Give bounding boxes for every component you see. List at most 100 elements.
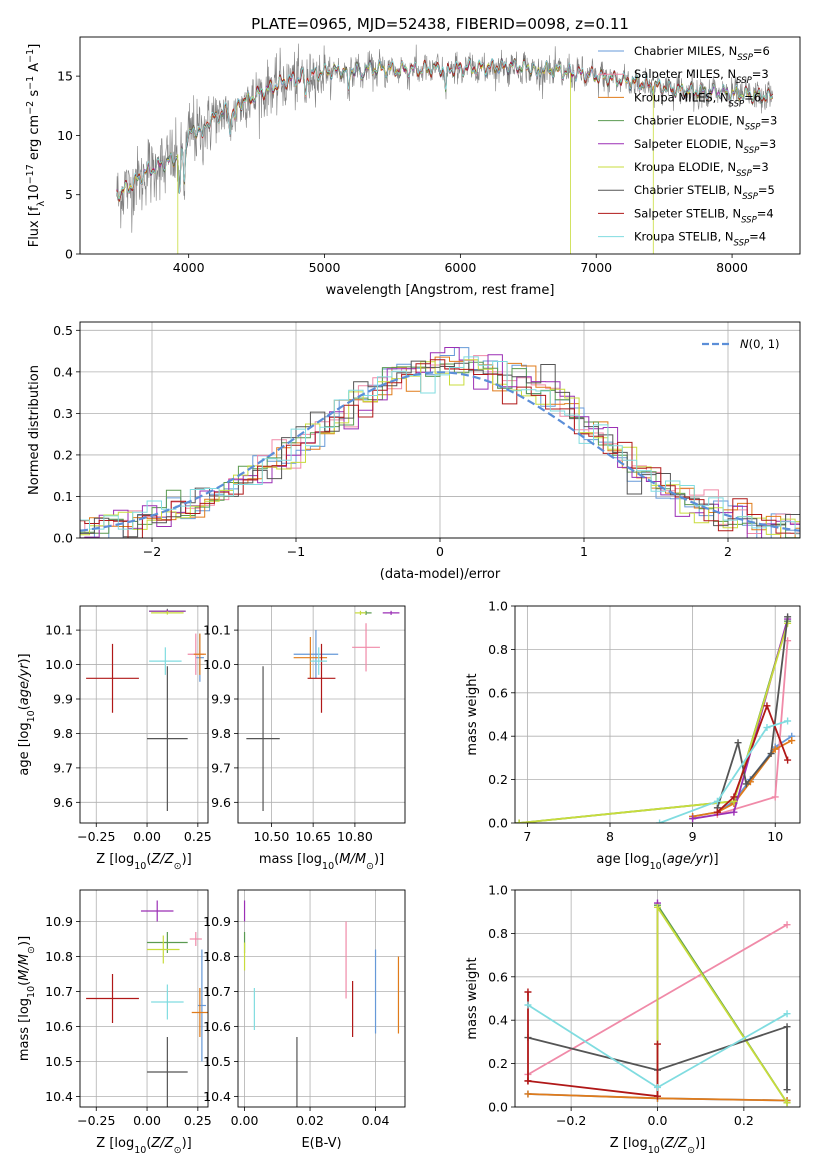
weight-line — [717, 640, 789, 816]
y-tick-label: 0.1 — [53, 489, 73, 504]
plot-area-weight-vs-Z — [524, 899, 791, 1107]
weight-marker — [783, 1099, 791, 1107]
y-tick-label: 0.0 — [488, 816, 508, 831]
x-tick-label: 0.25 — [184, 829, 212, 844]
x-tick-label: 5000 — [309, 260, 341, 275]
errorbar-point — [382, 610, 400, 615]
histogram-step — [80, 355, 800, 534]
y-tick-label: 0.6 — [488, 969, 508, 984]
y-tick-label: 9.8 — [211, 726, 231, 741]
y-tick-label: 9.9 — [211, 692, 231, 707]
y-tick-label: 10.7 — [45, 984, 73, 999]
weight-marker — [771, 745, 779, 753]
errorbar-point — [246, 666, 280, 811]
axes-weight-vs-age: 7 8 9 10 0.0 0.2 0.4 0.6 0.8 1.0 age [log10(age/yr… — [465, 599, 801, 872]
x-tick-label: 7000 — [580, 260, 612, 275]
x-tick-label: 10.50 — [254, 829, 290, 844]
weight-marker — [524, 1090, 532, 1098]
x-tick-label: 0.00 — [133, 1113, 161, 1128]
weight-marker — [742, 780, 750, 788]
y-tick-label: 10.4 — [203, 1089, 231, 1104]
figure-title: PLATE=0965, MJD=52438, FIBERID=0098, z=0… — [251, 15, 629, 33]
y-tick-label: 0.8 — [488, 926, 508, 941]
y-axis-label: mass weight — [465, 957, 480, 1039]
y-tick-label: 0.2 — [488, 772, 508, 787]
plot-area-weight-vs-age — [515, 613, 796, 823]
y-tick-label: 1.0 — [488, 599, 508, 614]
y-tick-label: 10.0 — [45, 657, 73, 672]
axes-frame — [79, 36, 801, 255]
weight-marker — [689, 815, 697, 823]
weight-marker — [515, 819, 523, 823]
errorbar-point — [140, 900, 174, 922]
legend: N(0, 1) — [702, 337, 780, 351]
y-tick-label: 9.7 — [211, 760, 231, 775]
x-axis-label: Z [log10(Z/Z⊙)] — [96, 1136, 191, 1156]
errorbar-point — [147, 666, 188, 811]
axes-spectrum: 4000 5000 6000 7000 8000 0 5 10 15 wavelength [An… — [25, 36, 801, 298]
weight-marker — [783, 1010, 791, 1018]
x-tick-label: 0.04 — [362, 1113, 390, 1128]
x-tick-label: 0.0 — [648, 1113, 668, 1128]
x-axis-label: Z [log10(Z/Z⊙)] — [96, 852, 191, 872]
axes-mass-vs-ebv: 0.00 0.02 0.04 10.4 10.5 10.6 10.7 10.8 10.9 E(B-… — [203, 889, 406, 1151]
y-tick-label: 0.2 — [488, 1056, 508, 1071]
x-tick-label: 2 — [724, 544, 732, 559]
x-tick-label: 0.02 — [296, 1113, 324, 1128]
legend-entry: Chabrier ELODIE, NSSP=3 — [634, 114, 777, 133]
histogram-step — [80, 356, 800, 538]
y-tick-label: 0.0 — [488, 1100, 508, 1115]
weight-marker — [771, 793, 779, 801]
x-tick-label: 8000 — [716, 260, 748, 275]
x-tick-label: −0.2 — [556, 1113, 586, 1128]
y-tick-label: 10.9 — [203, 914, 231, 929]
y-axis-label: Flux [fλ10−17 erg cm−2 s−1 A−1] — [25, 44, 47, 248]
errorbar-point — [310, 647, 328, 675]
legend-entry: N(0, 1) — [740, 337, 780, 351]
y-tick-label: 0.8 — [488, 642, 508, 657]
weight-marker — [524, 1077, 532, 1085]
y-tick-label: 15 — [57, 69, 73, 84]
x-tick-label: −2 — [143, 544, 161, 559]
x-axis-label: E(B-V) — [301, 1136, 341, 1151]
legend: Chabrier MILES, NSSP=6 Salpeter MILES, NS… — [598, 44, 777, 249]
x-tick-label: 10.80 — [337, 829, 373, 844]
errorbar-point — [151, 611, 184, 615]
histogram-step — [80, 356, 800, 535]
y-tick-label: 9.9 — [53, 692, 73, 707]
y-tick-label: 0.4 — [488, 1013, 508, 1028]
legend-entry: Chabrier MILES, NSSP=6 — [634, 44, 770, 63]
x-axis-label: Z [log10(Z/Z⊙)] — [610, 1136, 705, 1156]
x-tick-label: 0 — [436, 544, 444, 559]
errorbar-point — [189, 932, 202, 946]
y-axis-label: mass [log10(M/M⊙)] — [17, 936, 37, 1061]
weight-line — [659, 720, 788, 823]
x-tick-label: 7 — [523, 829, 531, 844]
x-axis-label: (data-model)/error — [380, 567, 501, 582]
y-tick-label: 10.1 — [45, 623, 73, 638]
errorbar-point — [147, 935, 180, 964]
y-tick-label: 0.0 — [53, 531, 73, 546]
x-tick-label: 0.00 — [133, 829, 161, 844]
errorbar-point — [149, 647, 182, 675]
x-tick-label: −0.25 — [77, 829, 115, 844]
plot-area-mass-vs-Z — [86, 900, 208, 1107]
normal-reference-curve — [80, 371, 800, 532]
x-tick-label: 9 — [689, 829, 697, 844]
legend-entry: Salpeter ELODIE, NSSP=3 — [634, 137, 776, 156]
weight-line — [527, 992, 659, 1098]
plot-area-age-vs-Z — [86, 608, 206, 811]
plot-area-age-vs-mass — [246, 610, 400, 811]
weight-marker — [783, 921, 791, 929]
x-axis-label: wavelength [Angstrom, rest frame] — [326, 283, 555, 298]
y-tick-label: 0.4 — [488, 729, 508, 744]
errorbar-point — [86, 643, 139, 713]
y-tick-label: 10.6 — [45, 1019, 73, 1034]
errorbar-point — [86, 974, 139, 1023]
x-axis-label: age [log10(age/yr)] — [596, 852, 718, 872]
errorbar-point — [151, 984, 184, 1020]
x-tick-label: 10 — [767, 829, 783, 844]
axes-age-vs-Z: −0.25 0.00 0.25 9.6 9.7 9.8 9.9 10.0 10.1 Z [log1… — [17, 605, 212, 872]
y-tick-label: 10.8 — [45, 949, 73, 964]
weight-line — [519, 623, 789, 823]
